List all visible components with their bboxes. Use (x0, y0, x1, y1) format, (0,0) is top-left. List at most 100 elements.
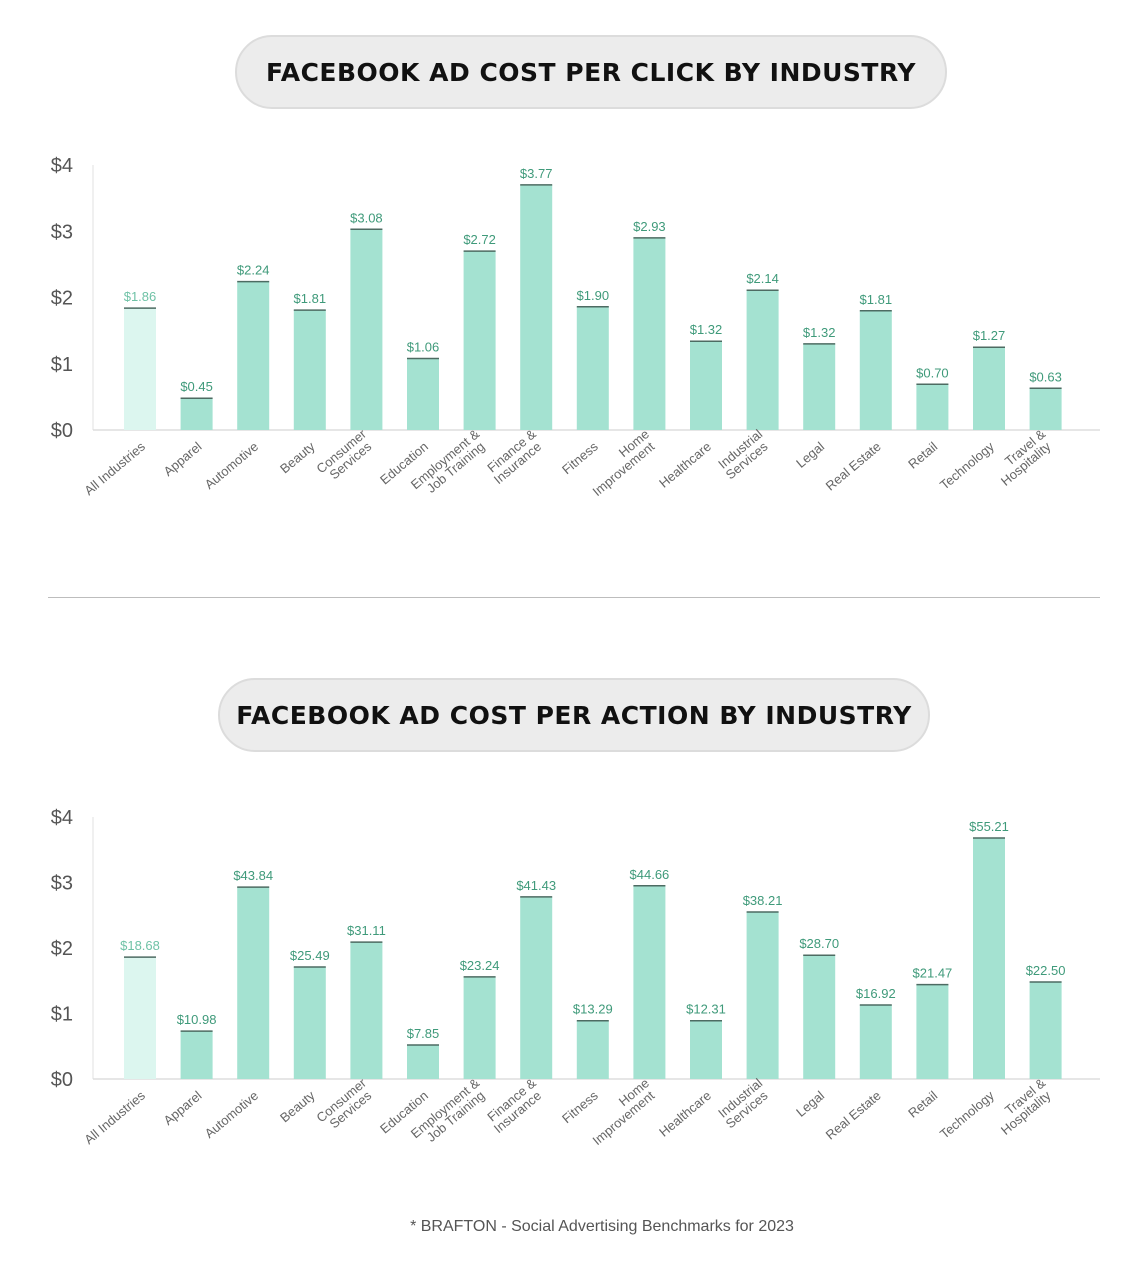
bar (180, 398, 213, 430)
data-label: $25.49 (290, 948, 330, 963)
y-tick-label: $2 (51, 938, 73, 960)
divider (48, 597, 1100, 598)
data-label: $16.92 (856, 986, 896, 1001)
x-tick-label: Legal (793, 1088, 827, 1120)
y-tick-label: $4 (51, 155, 73, 177)
bar (350, 942, 383, 1079)
bar (293, 310, 326, 430)
bar (124, 308, 156, 430)
x-tick-label: Finance &Insurance (482, 1075, 547, 1136)
bar (859, 310, 892, 430)
bar (407, 1044, 439, 1079)
data-label: $43.84 (233, 868, 273, 883)
y-tick-label: $1 (51, 1004, 73, 1026)
data-label: $1.86 (124, 289, 157, 304)
data-label: $41.43 (516, 878, 556, 893)
data-label: $22.50 (1026, 963, 1066, 978)
data-label: $1.90 (577, 288, 610, 303)
data-label: $18.68 (120, 938, 160, 953)
data-label: $55.21 (969, 819, 1009, 834)
bar (1029, 388, 1062, 430)
x-tick-label: Fitness (559, 1087, 601, 1126)
data-label: $0.70 (916, 365, 949, 380)
data-label: $13.29 (573, 1002, 613, 1017)
bar (859, 1004, 892, 1079)
data-label: $3.77 (520, 166, 553, 181)
bar (916, 984, 949, 1079)
x-tick-label: Retail (905, 1088, 940, 1121)
data-label: $31.11 (347, 923, 386, 938)
data-label: $38.21 (743, 893, 783, 908)
cpa-bar-chart: $0 $1 $2 $3 $4 $18.68 All Industries $10.98 Appa… (51, 807, 1100, 1151)
bar (576, 306, 609, 430)
data-label: $1.81 (294, 291, 327, 306)
y-tick-label: $4 (51, 807, 73, 829)
data-label: $28.70 (799, 936, 839, 951)
bar (293, 966, 326, 1079)
bar (973, 347, 1005, 430)
bar (746, 911, 779, 1079)
bar (124, 957, 156, 1079)
x-tick-label: Real Estate (823, 1088, 884, 1143)
x-tick-label: Healthcare (656, 1088, 714, 1140)
x-tick-label: IndustrialServices (714, 1075, 773, 1131)
data-label: $0.45 (180, 379, 213, 394)
bar (350, 229, 383, 430)
bar (463, 251, 496, 430)
y-tick-label: $3 (51, 873, 73, 895)
y-tick-label: $0 (51, 420, 73, 442)
data-label: $2.24 (237, 263, 270, 278)
data-label: $1.06 (407, 339, 440, 354)
bar (690, 341, 722, 430)
chart-title-cpa: FACEBOOK AD COST PER ACTION BY INDUSTRY (218, 678, 930, 752)
bar (180, 1031, 213, 1079)
bar (1029, 982, 1062, 1079)
bar (633, 237, 666, 430)
bar (463, 976, 496, 1079)
bar (520, 184, 553, 430)
data-label: $7.85 (407, 1026, 440, 1041)
x-tick-label: Employment &Job Training (408, 1075, 491, 1151)
data-label: $23.24 (460, 958, 500, 973)
y-tick-label: $3 (51, 221, 73, 243)
x-tick-label: ConsumerServices (313, 1075, 377, 1135)
data-label: $1.32 (803, 325, 836, 340)
x-tick-label: Beauty (277, 1087, 318, 1125)
x-tick-label: Automotive (202, 1088, 261, 1141)
x-tick-label: Apparel (161, 1088, 205, 1128)
data-label: $10.98 (177, 1012, 217, 1027)
bar (576, 1020, 609, 1079)
data-label: $2.72 (463, 232, 496, 247)
data-label: $1.32 (690, 322, 723, 337)
bar (633, 885, 666, 1079)
bar (803, 955, 836, 1079)
source-footnote: * BRAFTON - Social Advertising Benchmark… (410, 1218, 794, 1235)
data-label: $3.08 (350, 210, 383, 225)
bar (237, 281, 270, 430)
bar (916, 384, 949, 430)
data-label: $21.47 (913, 966, 953, 981)
bar (973, 837, 1005, 1079)
y-tick-label: $0 (51, 1069, 73, 1091)
bar (803, 343, 836, 430)
bar (746, 290, 779, 430)
bar (237, 887, 270, 1079)
data-label: $44.66 (630, 867, 670, 882)
data-label: $0.63 (1029, 369, 1062, 384)
x-tick-label: HomeImprovement (581, 1075, 660, 1148)
data-label: $2.93 (633, 219, 666, 234)
x-tick-label: Travel &Hospitality (990, 1075, 1057, 1138)
data-label: $12.31 (686, 1002, 726, 1017)
bar (690, 1020, 722, 1079)
y-tick-label: $1 (51, 354, 73, 376)
y-tick-label: $2 (51, 288, 73, 310)
bar (407, 358, 439, 430)
chart-title-cpc: FACEBOOK AD COST PER CLICK BY INDUSTRY (235, 35, 947, 109)
data-label: $2.14 (746, 271, 779, 286)
data-label: $1.81 (860, 292, 893, 307)
bar (520, 896, 553, 1079)
x-tick-label: All Industries (81, 1087, 148, 1147)
data-label: $1.27 (973, 328, 1006, 343)
x-tick-label: Technology (937, 1087, 997, 1141)
